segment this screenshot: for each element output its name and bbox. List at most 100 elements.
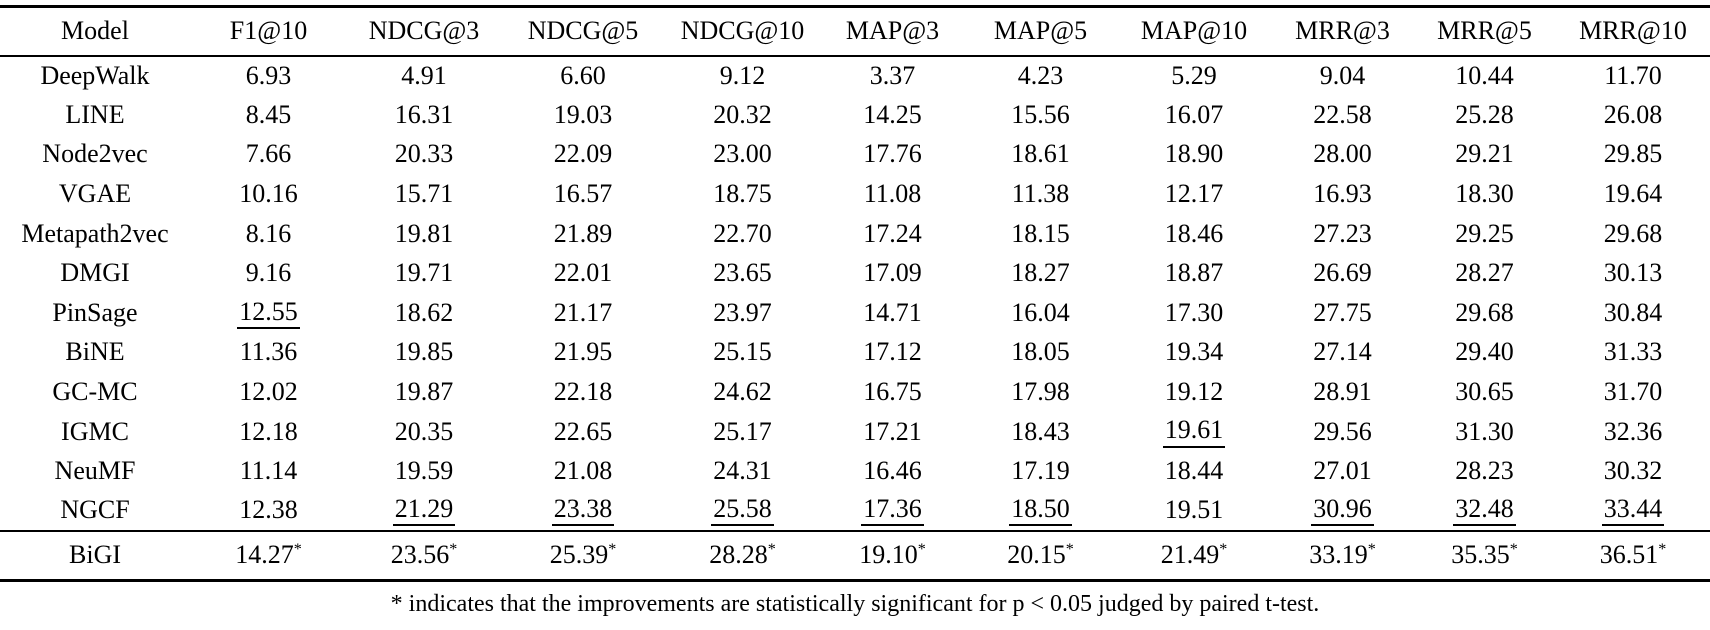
metric-value: 15.56: [1011, 99, 1070, 129]
metric-cell: 19.61: [1116, 412, 1272, 452]
metric-cell: 20.35: [347, 412, 501, 452]
metric-cell: 33.19*: [1272, 531, 1413, 581]
metric-value: 29.68: [1455, 297, 1514, 327]
metric-value: 9.12: [719, 60, 766, 90]
model-name: DMGI: [60, 258, 130, 288]
metric-cell: 16.46: [820, 451, 965, 491]
metric-cell: 27.75: [1272, 293, 1413, 333]
metric-cell: 23.65: [665, 253, 820, 293]
metric-value: 19.71: [394, 258, 454, 288]
metric-value: 29.21: [1455, 139, 1514, 169]
metric-cell: 17.12: [820, 333, 965, 373]
metric-cell: 19.03: [501, 95, 665, 135]
metric-cell: 26.69: [1272, 253, 1413, 293]
table-row: LINE 8.45 16.31 19.03 20.32 14.25 15.56 16.07 22…: [0, 95, 1710, 135]
metric-cell: 15.56: [965, 95, 1116, 135]
metric-value: 28.91: [1313, 377, 1372, 407]
metric-cell: 28.91: [1272, 372, 1413, 412]
metric-cell: 29.68: [1556, 214, 1710, 254]
metric-column-header: F1@10: [229, 16, 308, 46]
metric-value: 16.57: [553, 179, 613, 209]
metric-value: 19.64: [1603, 179, 1663, 209]
metric-value: 23.97: [713, 297, 772, 327]
metric-value: 21.29: [392, 495, 456, 527]
metric-value: 16.04: [1011, 297, 1070, 327]
metric-cell: 25.39*: [501, 531, 665, 581]
metric-cell: 11.36: [190, 333, 347, 373]
metric-value: 12.55: [237, 297, 300, 329]
metric-value: 19.12: [1164, 377, 1224, 407]
metric-value: 16.07: [1164, 99, 1224, 129]
metric-value: 12.38: [239, 495, 298, 525]
metric-value: 11.14: [239, 456, 298, 486]
significance-star: *: [1509, 541, 1518, 559]
metric-column-header: MRR@10: [1579, 16, 1687, 46]
significance-star: *: [917, 541, 926, 559]
metric-value: 18.87: [1164, 258, 1224, 288]
metric-cell: 19.12: [1116, 372, 1272, 412]
metric-value: 28.23: [1455, 456, 1514, 486]
metric-cell: 18.15: [965, 214, 1116, 254]
metric-value: 26.08: [1603, 99, 1663, 129]
metric-value: 21.17: [553, 297, 613, 327]
metric-value: 10.16: [239, 179, 298, 209]
metric-cell: 20.32: [665, 95, 820, 135]
metric-value: 24.62: [713, 377, 772, 407]
metric-cell: 21.17: [501, 293, 665, 333]
metric-cell: 19.64: [1556, 174, 1710, 214]
metric-value: 23.56: [390, 540, 450, 570]
metric-cell: 12.17: [1116, 174, 1272, 214]
metric-value: 10.44: [1455, 60, 1514, 90]
metric-value: 11.70: [1604, 60, 1662, 90]
metric-value: 22.18: [553, 377, 613, 407]
metric-cell: 23.97: [665, 293, 820, 333]
metric-value: 20.15: [1007, 540, 1066, 570]
metric-value: 31.70: [1603, 377, 1663, 407]
metric-cell: 27.14: [1272, 333, 1413, 373]
metric-value: 30.13: [1603, 258, 1663, 288]
metric-value: 18.61: [1011, 139, 1070, 169]
metric-value: 9.04: [1319, 60, 1366, 90]
metric-cell: 8.16: [190, 214, 347, 254]
table-row: DeepWalk 6.93 4.91 6.60 9.12 3.37 4.23 5.29 9.04…: [0, 56, 1710, 96]
table-row: PinSage 12.55 18.62 21.17 23.97 14.71 16.04 17.…: [0, 293, 1710, 333]
metric-cell: 29.85: [1556, 135, 1710, 175]
metric-value: 8.45: [245, 99, 292, 129]
metric-value: 16.75: [863, 377, 922, 407]
model-name: BiGI: [69, 540, 121, 570]
metric-value: 27.01: [1313, 456, 1372, 486]
metric-cell: 19.71: [347, 253, 501, 293]
metric-cell: 21.49*: [1116, 531, 1272, 581]
metric-value: 11.36: [239, 337, 298, 367]
metric-value: 3.37: [869, 60, 916, 90]
metric-cell: 30.84: [1556, 293, 1710, 333]
metric-value: 24.31: [713, 456, 772, 486]
metric-column-header: MAP@5: [993, 16, 1088, 46]
metric-column-header: MRR@3: [1295, 16, 1390, 46]
metric-cell: 28.28*: [665, 531, 820, 581]
model-name: Node2vec: [42, 139, 148, 169]
metric-value: 19.87: [394, 377, 454, 407]
metric-cell: 8.45: [190, 95, 347, 135]
metric-cell: 9.12: [665, 56, 820, 96]
metric-cell: 12.18: [190, 412, 347, 452]
metric-value: 33.44: [1601, 495, 1665, 527]
model-name: NeuMF: [54, 456, 136, 486]
metric-value: 14.71: [863, 297, 922, 327]
model-name: GC-MC: [52, 377, 138, 407]
metric-value: 17.24: [863, 218, 922, 248]
metric-value: 30.84: [1603, 297, 1663, 327]
metric-column-header: NDCG@5: [527, 16, 639, 46]
metric-cell: 22.70: [665, 214, 820, 254]
metric-cell: 17.98: [965, 372, 1116, 412]
metric-value: 17.36: [861, 495, 924, 527]
metric-cell: 17.30: [1116, 293, 1272, 333]
metric-value: 19.61: [1162, 416, 1226, 448]
model-name: DeepWalk: [40, 60, 150, 90]
metric-cell: 24.31: [665, 451, 820, 491]
metric-cell: 18.46: [1116, 214, 1272, 254]
metric-cell: 31.70: [1556, 372, 1710, 412]
metric-cell: 9.16: [190, 253, 347, 293]
metric-value: 18.05: [1011, 337, 1070, 367]
metric-cell: 24.62: [665, 372, 820, 412]
